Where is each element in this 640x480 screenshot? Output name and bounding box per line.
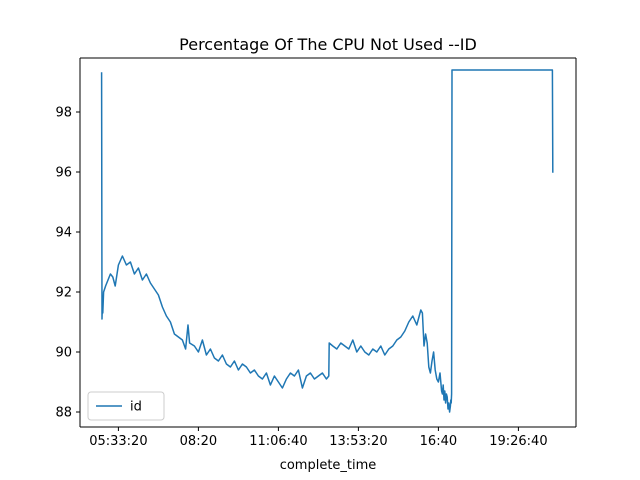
y-axis: 88 90 92 94 96 98 [55, 106, 80, 421]
legend-box [87, 391, 165, 421]
x-tick-label: 08:20 [180, 434, 217, 449]
y-tick-label: 92 [55, 286, 72, 301]
x-tick-label: 16:40 [420, 434, 457, 449]
y-tick-label: 96 [55, 166, 72, 181]
y-tick-label: 98 [55, 106, 72, 121]
x-tick-label: 19:26:40 [489, 434, 547, 449]
x-tick-label: 05:33:20 [89, 434, 147, 449]
y-tick-label: 94 [55, 226, 72, 241]
plot-background [80, 58, 576, 427]
legend-label: id [130, 400, 142, 415]
plot-area [79, 57, 577, 428]
x-tick-label: 13:53:20 [329, 434, 387, 449]
y-tick-label: 88 [55, 406, 72, 421]
x-axis-label: complete_time [280, 458, 377, 473]
legend: id [87, 391, 165, 421]
y-tick-label: 90 [55, 346, 72, 361]
x-tick-label: 11:06:40 [249, 434, 307, 449]
chart-title: Percentage Of The CPU Not Used --ID [179, 35, 477, 54]
series-line-id [100, 69, 554, 413]
x-axis: 05:33:20 08:20 11:06:40 13:53:20 16:40 19:26:… [89, 427, 548, 449]
